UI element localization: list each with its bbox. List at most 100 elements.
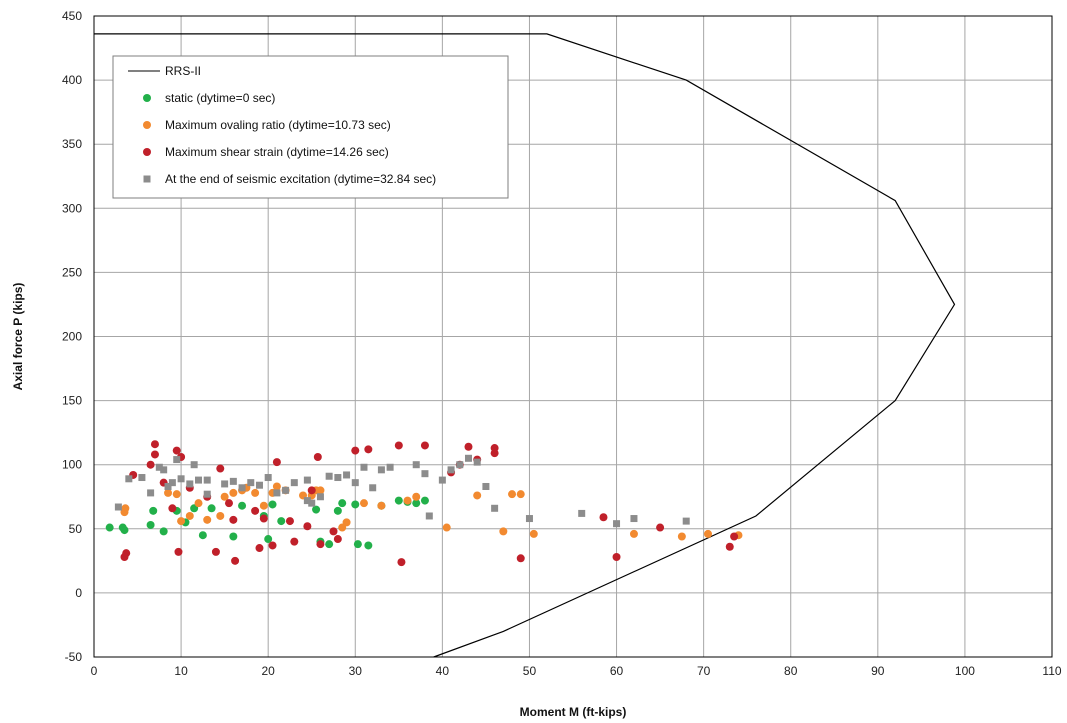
legend-label: Maximum shear strain (dytime=14.26 sec) [165,145,389,159]
data-point [491,504,499,512]
data-point [168,504,177,513]
data-point [120,526,129,535]
data-point [268,500,277,509]
x-tick-label: 110 [1042,664,1061,678]
y-tick-labels: -50 0 50 100 150 200 250 300 350 400 450 [62,9,82,664]
y-tick-label: 150 [62,394,82,408]
x-tick-label: 90 [871,664,885,678]
x-tick-label: 20 [262,664,276,678]
data-point [599,513,608,522]
data-point [224,499,233,508]
legend-label: RRS-II [165,64,201,78]
data-point [216,511,225,520]
data-point [220,492,229,501]
legend-label: static (dytime=0 sec) [165,91,275,105]
data-point [290,537,299,546]
data-point [203,476,211,484]
data-point [473,458,481,466]
data-point [303,522,312,531]
y-tick-label: 400 [62,73,82,87]
data-point [656,523,665,532]
data-point [147,489,155,497]
data-point [397,558,406,567]
data-point [343,471,351,479]
data-point [630,515,638,523]
data-point [490,444,499,453]
data-point [333,506,342,515]
data-point [473,491,482,500]
data-point [703,529,712,538]
data-point [229,477,237,485]
x-tick-label: 10 [174,664,188,678]
data-point [285,517,294,526]
data-point [394,441,403,450]
data-point [114,503,122,511]
legend-label: Maximum ovaling ratio (dytime=10.73 sec) [165,118,391,132]
data-point [329,527,338,536]
data-point [229,515,238,524]
data-point [359,499,368,508]
y-tick-label: 200 [62,330,82,344]
data-point [386,463,394,471]
data-point [268,541,277,550]
data-point [529,529,538,538]
series-3 [120,440,739,567]
data-point [146,460,155,469]
data-point [282,486,290,494]
data-point [198,531,207,540]
data-point [612,553,621,562]
data-point [364,541,373,550]
data-point [360,463,368,471]
series-4 [114,454,690,528]
x-tick-label: 70 [697,664,711,678]
data-point [316,493,324,501]
data-point [353,540,362,549]
x-tick-labels: 0 10 20 30 40 50 60 70 80 90 100 110 [91,664,1062,678]
data-point [677,532,686,541]
data-point [438,476,446,484]
data-point [251,506,260,515]
x-tick-label: 100 [955,664,975,678]
x-tick-label: 0 [91,664,98,678]
data-point [316,540,325,549]
x-tick-label: 60 [610,664,624,678]
data-point [351,500,360,509]
data-point [168,479,176,487]
y-tick-label: 350 [62,137,82,151]
data-point [578,509,586,517]
data-point [325,472,333,480]
data-point [231,556,240,565]
data-point [229,532,238,541]
plot-area [93,15,1053,658]
data-point [125,475,133,483]
data-point [105,523,114,532]
data-point [203,490,211,498]
data-point [264,535,273,544]
series-1 [105,496,429,550]
data-point [138,474,146,482]
data-point [316,486,325,495]
data-point [312,505,321,514]
data-point [203,515,212,524]
data-point [177,517,186,526]
data-point [194,499,203,508]
data-point [333,535,342,544]
data-point [303,476,311,484]
data-point [421,470,429,478]
data-point [303,497,311,505]
data-point [159,527,168,536]
data-point [377,501,386,510]
data-point [313,453,322,462]
data-point [149,506,158,515]
x-axis-title: Moment M (ft-kips) [520,705,627,719]
y-tick-label: 300 [62,201,82,215]
data-point [412,492,421,501]
legend-marker [143,175,151,183]
data-point [420,496,429,505]
data-point [682,517,690,525]
data-point [255,544,264,553]
data-point [273,489,281,497]
data-point [195,476,203,484]
data-point [150,450,159,459]
